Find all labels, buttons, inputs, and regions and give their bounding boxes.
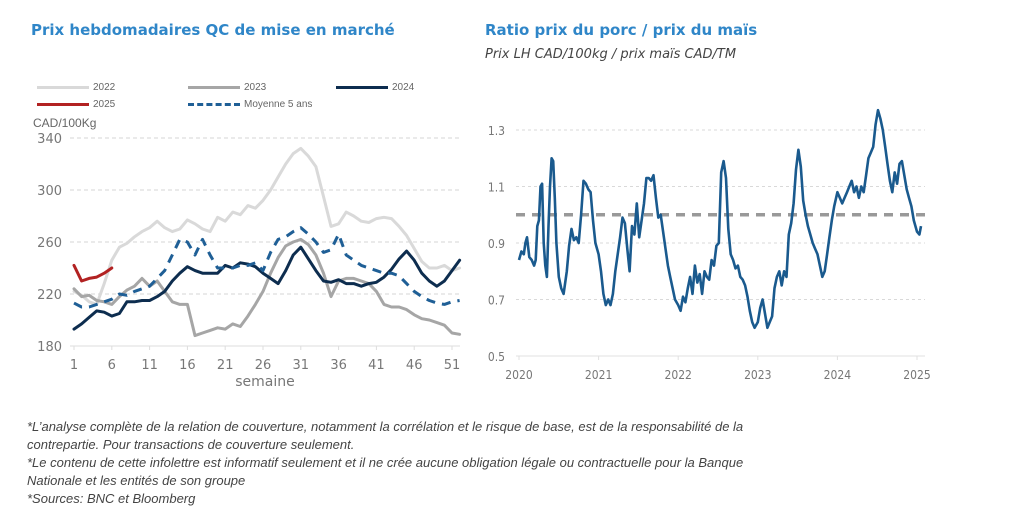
left-y-tick-label: 260 xyxy=(37,236,62,251)
series-line-2024 xyxy=(72,245,462,331)
legend-item: 2025 xyxy=(37,99,115,110)
left-x-tick-label: 26 xyxy=(255,358,272,373)
left-x-axis-title: semaine xyxy=(235,374,295,390)
series-line-2022 xyxy=(72,146,462,306)
left-x-tick-label: 31 xyxy=(293,358,310,373)
left-x-tick-label: 16 xyxy=(179,358,196,373)
right-x-tick-label: 2024 xyxy=(824,368,852,382)
legend-item: 2022 xyxy=(37,82,115,93)
legend-label: 2022 xyxy=(93,82,116,93)
legend-item: Moyenne 5 ans xyxy=(188,99,312,110)
legend-label: 2024 xyxy=(392,82,415,93)
legend-label: Moyenne 5 ans xyxy=(244,99,313,110)
left-x-tick-label: 36 xyxy=(330,358,347,373)
legend-swatch xyxy=(37,86,89,89)
right-x-tick-label: 2022 xyxy=(664,368,691,382)
legend-swatch xyxy=(336,86,388,89)
legend-label: 2025 xyxy=(93,99,116,110)
y-axis-unit-label: CAD/100Kg xyxy=(33,116,97,130)
left-y-tick-label: 340 xyxy=(37,132,62,147)
left-x-tick-label: 51 xyxy=(444,358,461,373)
left-x-tick-label: 46 xyxy=(406,358,423,373)
right-x-tick-label: 2021 xyxy=(585,368,612,382)
series-line-ratio xyxy=(517,108,923,330)
right-y-tick-label: 0.9 xyxy=(488,237,505,251)
right-chart-subtitle: Prix LH CAD/100kg / prix maïs CAD/TM xyxy=(485,47,737,62)
legend-swatch xyxy=(188,86,240,89)
left-y-tick-label: 300 xyxy=(37,184,62,199)
right-x-tick-label: 2025 xyxy=(903,368,930,382)
left-y-tick-label: 180 xyxy=(37,340,62,355)
series-line-2023 xyxy=(72,237,462,338)
right-y-tick-label: 1.3 xyxy=(488,124,505,138)
legend-swatch xyxy=(188,103,240,106)
legend-label: 2023 xyxy=(244,82,267,93)
footnotes: *L’analyse complète de la relation de co… xyxy=(27,418,787,508)
left-x-tick-label: 11 xyxy=(141,358,158,373)
right-chart-title: Ratio prix du porc / prix du maïs xyxy=(485,21,758,39)
footnote-hedging: *L’analyse complète de la relation de co… xyxy=(27,419,747,452)
left-x-tick-label: 1 xyxy=(70,358,78,373)
left-x-tick-label: 21 xyxy=(217,358,234,373)
left-y-tick-label: 220 xyxy=(37,288,62,303)
series-line-moyenne-5-ans xyxy=(73,226,460,309)
legend-item: 2023 xyxy=(188,82,266,93)
right-y-tick-label: 0.7 xyxy=(488,294,505,308)
left-chart-title: Prix hebdomadaires QC de mise en marché xyxy=(31,21,395,39)
left-x-tick-label: 41 xyxy=(368,358,385,373)
footnote-sources: *Sources: BNC et Bloomberg xyxy=(27,491,196,506)
left-x-tick-label: 6 xyxy=(108,358,116,373)
legend-item: 2024 xyxy=(336,82,414,93)
right-x-tick-label: 2023 xyxy=(744,368,771,382)
right-y-tick-label: 1.1 xyxy=(488,181,505,195)
right-x-tick-label: 2020 xyxy=(505,368,533,382)
series-line-2025 xyxy=(72,263,114,283)
legend-swatch xyxy=(37,103,89,106)
right-y-tick-label: 0.5 xyxy=(488,350,505,364)
footnote-disclaimer: *Le contenu de cette infolettre est info… xyxy=(27,455,747,488)
